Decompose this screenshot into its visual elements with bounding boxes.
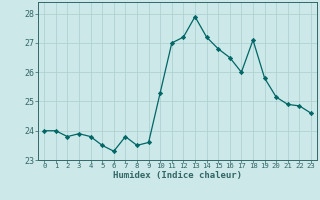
X-axis label: Humidex (Indice chaleur): Humidex (Indice chaleur) [113, 171, 242, 180]
